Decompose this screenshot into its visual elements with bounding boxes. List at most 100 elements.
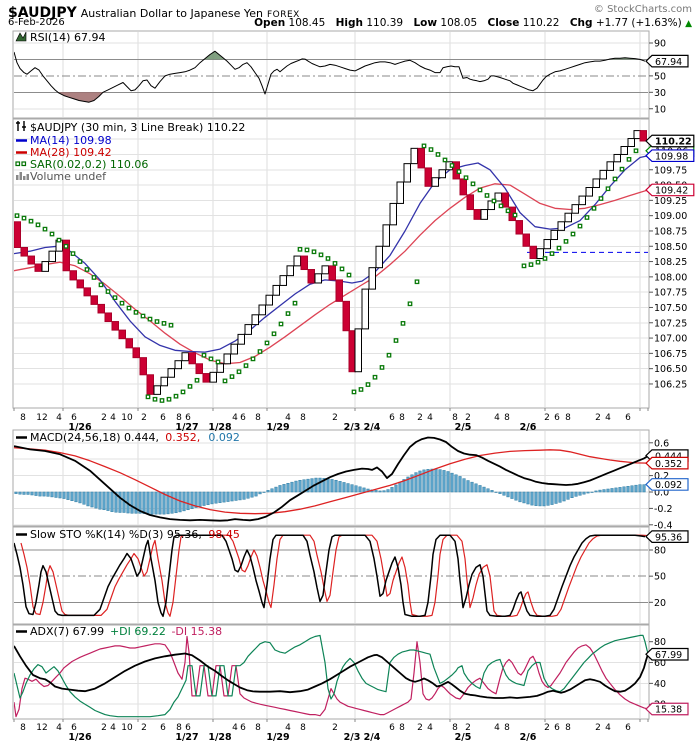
- sar-dot: [393, 338, 399, 343]
- brick-down: [111, 321, 119, 331]
- y-axis-label: 90: [654, 39, 666, 50]
- x-axis-time-label: 4: [427, 413, 433, 423]
- sar-dot: [140, 313, 146, 319]
- legend-volume-bars-icon: [26, 174, 29, 180]
- brick-up: [613, 153, 621, 163]
- y-axis-pointer-109.98: 109.98: [645, 149, 695, 162]
- sar-dot: [477, 187, 483, 193]
- legend-text: RSI(14) 67.94: [30, 31, 105, 44]
- sar-dot: [201, 352, 207, 358]
- x-axis-time-label: 6: [554, 723, 560, 733]
- y-axis-pointer-95.36: 95.36: [645, 530, 689, 543]
- x-axis-time-label: 12: [36, 413, 47, 423]
- x-axis-time-label: 4: [285, 413, 291, 423]
- sar-dot: [236, 369, 242, 375]
- legend-sar-dots-icon: [15, 161, 21, 167]
- x-axis-time-label: 2: [417, 413, 423, 423]
- sar-dot: [63, 243, 69, 249]
- x-axis-time-label: 2: [332, 413, 338, 423]
- x-axis-time-label: 4: [56, 723, 62, 733]
- legend-price-chart-icon: [16, 121, 26, 131]
- brick-up: [272, 284, 280, 296]
- brick-down: [62, 239, 70, 272]
- sar-dot: [318, 252, 324, 258]
- brick-up: [410, 147, 418, 165]
- x-axis-time-label: 8: [565, 723, 571, 733]
- panel-price: 109.75109.50109.25109.00108.75108.50108.…: [12, 118, 695, 409]
- legend-text: Slow STO %K(14) %D(3) 95.36,: [30, 528, 202, 541]
- y-axis-label: 50: [654, 71, 666, 82]
- sar-dot: [591, 205, 597, 211]
- x-axis-time-label: 2: [141, 413, 147, 423]
- brick-up: [578, 195, 586, 206]
- brick-down: [27, 255, 35, 265]
- x-axis-date-label: 2/5: [455, 732, 472, 743]
- x-axis-time-label: 4: [494, 413, 500, 423]
- x-axis-date-label: 1/29: [266, 732, 289, 743]
- brick-up: [174, 360, 182, 370]
- brick-up: [620, 146, 628, 155]
- legend-volume-bars-icon: [16, 175, 19, 180]
- sar-dot: [21, 215, 27, 221]
- brick-down: [459, 178, 467, 196]
- brick-up: [237, 333, 245, 345]
- x-axis-date-label: 1/26: [68, 422, 92, 433]
- y-axis-label: 80: [654, 637, 666, 648]
- x-axis-time-label: 6: [185, 413, 191, 423]
- sar-dot: [161, 321, 167, 326]
- x-axis-time-label: 10: [121, 413, 133, 423]
- x-axis-time-label: 4: [605, 723, 611, 733]
- brick-down: [90, 295, 98, 305]
- x-axis-time-label: 4: [427, 723, 433, 733]
- legend-text: MACD(24,56,18) 0.444,: [30, 431, 159, 444]
- brick-up: [487, 200, 495, 211]
- sar-dot: [42, 226, 48, 232]
- x-axis-date-label: 2/4: [364, 422, 381, 433]
- ohlc-readout: Open 108.45 High 110.39 Low 108.05 Close…: [247, 17, 692, 29]
- brick-up: [244, 324, 252, 335]
- sar-dot: [577, 223, 583, 229]
- adx-legend-row: ADX(7) 67.99 +DI 69.22 -DI 15.38: [16, 625, 222, 638]
- y-axis-label: -0.2: [654, 504, 673, 515]
- up-arrow-icon: ▲: [685, 19, 692, 29]
- x-axis-time-label: 4: [494, 723, 500, 733]
- brick-up: [585, 187, 593, 197]
- brick-up: [438, 169, 446, 179]
- x-axis-time-label: 2: [101, 413, 107, 423]
- brick-up: [431, 177, 439, 187]
- sar-dot: [257, 349, 263, 354]
- price-legend-row: MA(28) 109.42: [16, 146, 112, 159]
- macd-line: [14, 436, 648, 522]
- sar-dot: [372, 374, 378, 380]
- brick-down: [69, 270, 77, 281]
- brick-down: [139, 357, 147, 376]
- high-label: High: [335, 17, 363, 29]
- ma28-line: [14, 183, 648, 365]
- brick-down: [188, 352, 196, 365]
- x-axis-date-label: 2/3: [344, 422, 361, 433]
- x-axis-time-label: 6: [160, 413, 166, 423]
- sar-dot: [584, 215, 590, 220]
- sar-dot: [556, 245, 562, 251]
- sar-dot: [549, 251, 555, 256]
- x-axis-time-label: 2: [465, 413, 471, 423]
- brick-up: [382, 224, 390, 247]
- brick-up: [375, 245, 383, 269]
- x-axis-time-label: 4: [110, 413, 116, 423]
- minus-di-line: [14, 635, 648, 718]
- x-axis-date-label: 1/27: [175, 732, 198, 743]
- x-axis: 8 12 4 6 2 4 10 2 6 8 6 4 6 8 4 8 2 6 8 2 4 8 2 4 8 2 6 8 2 4 61/26 1/2…: [13, 408, 649, 743]
- sar-dot: [570, 231, 576, 237]
- sar-dot: [271, 331, 277, 337]
- x-axis-time-label: 4: [232, 723, 238, 733]
- x-axis-time-label: 8: [504, 723, 510, 733]
- panel-stoch: 80 50 20 95.36 Slow STO %K(14) %D(3) 95.36, …: [12, 526, 689, 625]
- brick-up: [251, 314, 259, 326]
- y-axis-label: 50: [654, 572, 666, 583]
- y-axis-pointer-67.94: 67.94: [645, 54, 689, 68]
- symbol-name: Australian Dollar to Japanese Yen: [80, 7, 263, 20]
- brick-up: [160, 376, 168, 387]
- svg-text:110.22: 110.22: [655, 137, 692, 148]
- sar-dot: [187, 384, 193, 389]
- x-axis-time-label: 8: [504, 413, 510, 423]
